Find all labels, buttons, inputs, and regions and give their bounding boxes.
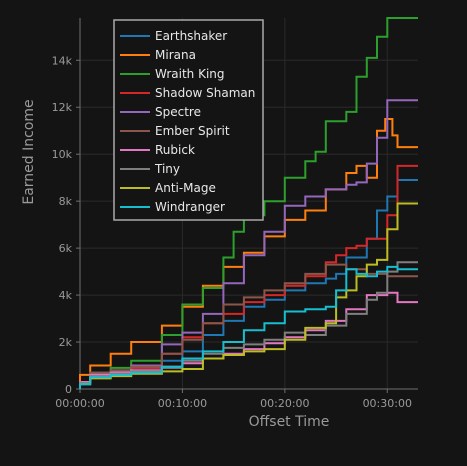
y-tick-label: 6k bbox=[59, 242, 73, 255]
y-axis-title: Earned Income bbox=[21, 99, 37, 204]
y-tick-label: 12k bbox=[52, 101, 73, 114]
legend-label-rubick: Rubick bbox=[155, 143, 195, 157]
legend-label-spectre: Spectre bbox=[155, 105, 201, 119]
y-tick-label: 10k bbox=[52, 148, 73, 161]
legend-label-windranger: Windranger bbox=[155, 200, 225, 214]
legend-label-wraith-king: Wraith King bbox=[155, 67, 225, 81]
x-tick-label: 00:10:00 bbox=[158, 397, 207, 410]
legend-label-anti-mage: Anti-Mage bbox=[155, 181, 216, 195]
legend-label-shadow-shaman: Shadow Shaman bbox=[155, 86, 255, 100]
legend-label-mirana: Mirana bbox=[155, 48, 196, 62]
legend: Earthshaker Mirana Wraith King Shadow Shama… bbox=[114, 20, 263, 220]
x-tick-label: 00:30:00 bbox=[363, 397, 412, 410]
legend-label-earthshaker: Earthshaker bbox=[155, 29, 227, 43]
y-tick-label: 0 bbox=[65, 383, 72, 396]
x-tick-label: 00:00:00 bbox=[55, 397, 104, 410]
x-tick-label: 00:20:00 bbox=[260, 397, 309, 410]
x-axis-title: Offset Time bbox=[249, 414, 330, 430]
legend-label-tiny: Tiny bbox=[154, 162, 180, 176]
y-tick-label: 14k bbox=[52, 54, 73, 67]
y-tick-label: 2k bbox=[59, 336, 73, 349]
legend-label-ember-spirit: Ember Spirit bbox=[155, 124, 230, 138]
y-tick-label: 8k bbox=[59, 195, 73, 208]
y-tick-label: 4k bbox=[59, 289, 73, 302]
